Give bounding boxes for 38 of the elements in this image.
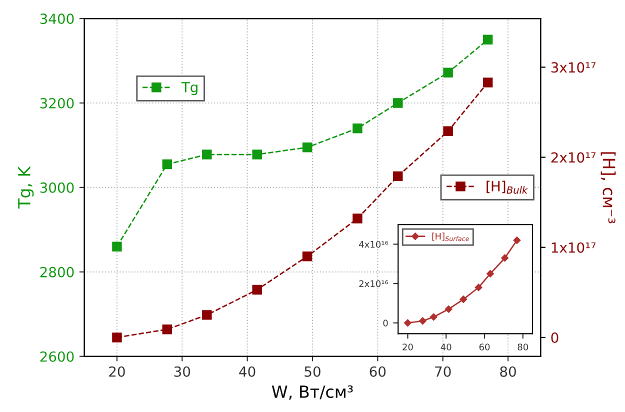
y-tick-label: 4x10¹⁶ — [359, 240, 388, 248]
point — [302, 142, 312, 152]
y-tick-label: 2x10¹⁶ — [359, 280, 388, 288]
x-axis-title: W, Вт/см³ — [272, 385, 353, 400]
legend-label: [H]$_{Surface}$ — [432, 232, 469, 242]
point — [202, 150, 212, 160]
x-tick-label: 50 — [304, 366, 320, 377]
point — [393, 98, 403, 108]
x-tick-label: 40 — [239, 366, 256, 377]
y-axis-title: Tg, K — [18, 166, 34, 209]
y-tick-label: 2600 — [40, 351, 74, 362]
y2-tick-label: 0 — [551, 332, 558, 343]
legend-label: Tg — [181, 82, 198, 96]
x-tick-label: 20 — [109, 366, 125, 377]
legend-label: [H]$_{Bulk}$ — [486, 180, 528, 194]
y-tick-label: 3000 — [40, 182, 74, 193]
x-tick-label: 80 — [500, 366, 516, 377]
y2-tick-label: 1x10¹⁷ — [552, 242, 596, 253]
y-tick-label: 2800 — [40, 266, 74, 278]
x-tick-label: 60 — [370, 366, 386, 377]
point — [352, 123, 362, 134]
point — [252, 150, 262, 160]
y2-tick-label: 2x10¹⁷ — [551, 152, 596, 163]
x-tick-label: 80 — [518, 344, 528, 350]
x-tick-label: 30 — [174, 366, 190, 377]
point — [112, 242, 122, 252]
point — [443, 68, 453, 78]
y2-axis-title: [H], см⁻³ — [600, 152, 616, 224]
y-tick-label: 0 — [383, 320, 388, 326]
y-tick-label: 3200 — [40, 98, 74, 108]
point — [482, 34, 493, 45]
x-tick-label: 70 — [435, 366, 451, 377]
y-tick-label: 3400 — [40, 14, 74, 24]
x-tick-label: 20 — [402, 344, 413, 350]
x-tick-label: 60 — [479, 344, 490, 350]
x-tick-label: 40 — [440, 344, 452, 350]
y2-tick-label: 3x10¹⁷ — [551, 62, 596, 73]
point — [162, 159, 172, 170]
